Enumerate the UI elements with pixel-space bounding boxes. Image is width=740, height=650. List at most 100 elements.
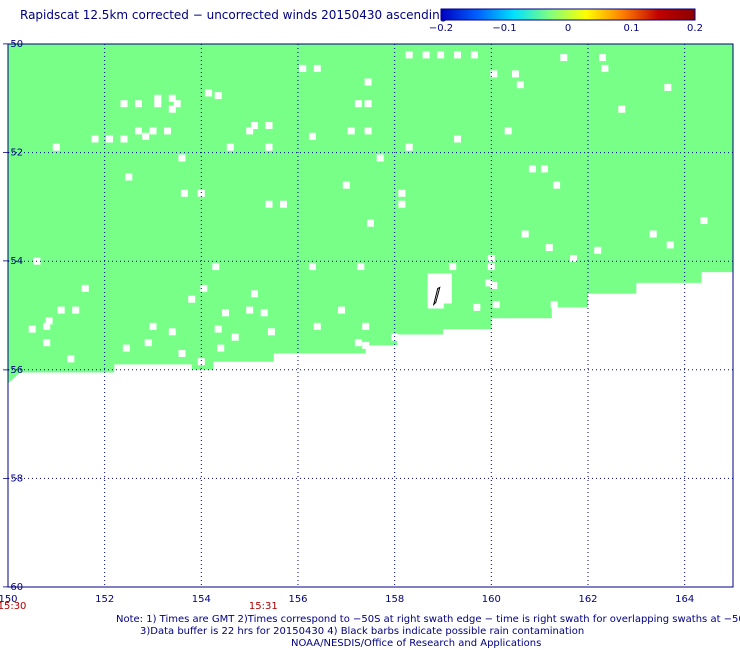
missing-data-cell (473, 303, 481, 311)
missing-data-cell (45, 317, 53, 325)
missing-data-cell (666, 241, 674, 249)
missing-data-cell (376, 154, 384, 162)
missing-data-cell (516, 81, 524, 89)
latitude-tick-label: −58 (2, 473, 23, 484)
latitude-tick-label: −50 (2, 39, 23, 50)
missing-data-cell (135, 127, 142, 135)
missing-data-cell (362, 341, 370, 349)
missing-data-cell (618, 105, 626, 113)
missing-data-cell (367, 219, 374, 227)
missing-data-cell (173, 100, 181, 108)
note-line-3: NOAA/NESDIS/Office of Research and Appli… (291, 638, 542, 649)
missing-data-cell (125, 173, 133, 181)
missing-data-cell (398, 189, 406, 197)
missing-data-cell (594, 246, 602, 254)
missing-data-cell (246, 306, 254, 314)
longitude-tick-label: 158 (385, 594, 404, 605)
missing-data-cell (135, 100, 142, 108)
missing-data-cell (267, 328, 275, 336)
missing-data-cell (81, 284, 89, 292)
latitude-tick-label: −54 (2, 256, 23, 267)
missing-data-cell (67, 355, 75, 363)
missing-data-cell (560, 54, 568, 62)
missing-data-cell (338, 306, 345, 314)
missing-data-cell (545, 244, 553, 252)
missing-data-cell (342, 181, 350, 189)
latitude-tick-label: −60 (2, 582, 23, 593)
missing-data-cell (43, 322, 51, 330)
missing-data-cell (154, 100, 162, 108)
missing-data-cell (487, 263, 495, 271)
missing-data-cell (700, 217, 708, 224)
missing-data-cell (222, 309, 229, 317)
missing-data-cell (521, 230, 529, 238)
missing-data-cell (205, 89, 213, 97)
chart-title: Rapidscat 12.5km corrected − uncorrected… (20, 8, 448, 22)
missing-data-cell (154, 94, 162, 102)
missing-data-cell (454, 51, 461, 59)
longitude-tick-label: 152 (95, 594, 114, 605)
missing-data-cell (168, 328, 176, 336)
missing-data-cell (144, 339, 152, 347)
missing-data-cell (52, 143, 60, 151)
missing-data-cell (437, 51, 445, 59)
wind-swath (8, 44, 733, 384)
longitude-tick-label: 156 (288, 594, 307, 605)
missing-data-cell (164, 127, 171, 135)
missing-data-cell (265, 200, 273, 208)
missing-data-cell (422, 51, 430, 59)
missing-data-cell (454, 135, 461, 143)
missing-data-cell (570, 255, 577, 262)
missing-data-cell (449, 263, 457, 271)
missing-data-cell (212, 263, 220, 271)
missing-data-cell (180, 189, 188, 197)
missing-data-cell (391, 333, 399, 341)
missing-data-cell (120, 135, 128, 143)
rain-barb-icon (432, 286, 441, 307)
colorbar-label: 0 (565, 23, 571, 34)
colorbar-gradient (440, 8, 696, 21)
missing-data-cell (188, 295, 196, 303)
missing-data-cell (664, 83, 672, 91)
missing-data-cell (485, 279, 493, 287)
missing-data-cell (120, 100, 128, 108)
latitude-tick-label: −52 (2, 148, 23, 159)
missing-data-cell (405, 143, 413, 151)
map-frame (7, 43, 734, 588)
missing-data-cell (364, 78, 372, 86)
missing-data-cell (398, 200, 406, 208)
colorbar: −0.2 −0.1 0 0.1 0.2 (429, 8, 703, 34)
missing-data-cell (217, 344, 225, 352)
missing-data-cell (362, 322, 370, 330)
missing-data-cell (231, 333, 239, 341)
missing-data-cell (214, 92, 222, 100)
longitude-tick-label: 150 (0, 594, 18, 605)
missing-data-cell (246, 127, 254, 135)
missing-data-cell (197, 358, 205, 366)
missing-data-cell (72, 306, 80, 314)
missing-data-cell (649, 230, 657, 238)
missing-data-cell (168, 105, 176, 113)
map-plot-area: 150 152 154 156 158 160 162 164 −50 −52 −54 −56 −58 −… (0, 39, 734, 612)
missing-data-cell (265, 122, 273, 129)
missing-data-cell (280, 200, 287, 208)
longitude-tick-label: 160 (482, 594, 501, 605)
missing-data-cell (550, 301, 558, 309)
swath-time-label: 15:30 (0, 601, 26, 612)
missing-data-cell (106, 135, 113, 143)
missing-data-cell (43, 339, 51, 347)
missing-data-cell (541, 165, 548, 173)
missing-data-cell (122, 344, 130, 352)
swath-time-label: 15:31 (249, 601, 278, 612)
missing-data-cell (512, 70, 519, 78)
missing-data-cell (490, 282, 498, 290)
missing-data-cell (251, 290, 258, 298)
missing-data-cell (553, 181, 561, 189)
note-line-1: Note: 1) Times are GMT 2)Times correspon… (116, 614, 740, 625)
missing-data-cell (354, 100, 362, 108)
longitude-tick-label: 162 (578, 594, 597, 605)
missing-data-cell (364, 100, 372, 108)
missing-data-cell (470, 51, 478, 59)
missing-data-cell (197, 189, 205, 197)
